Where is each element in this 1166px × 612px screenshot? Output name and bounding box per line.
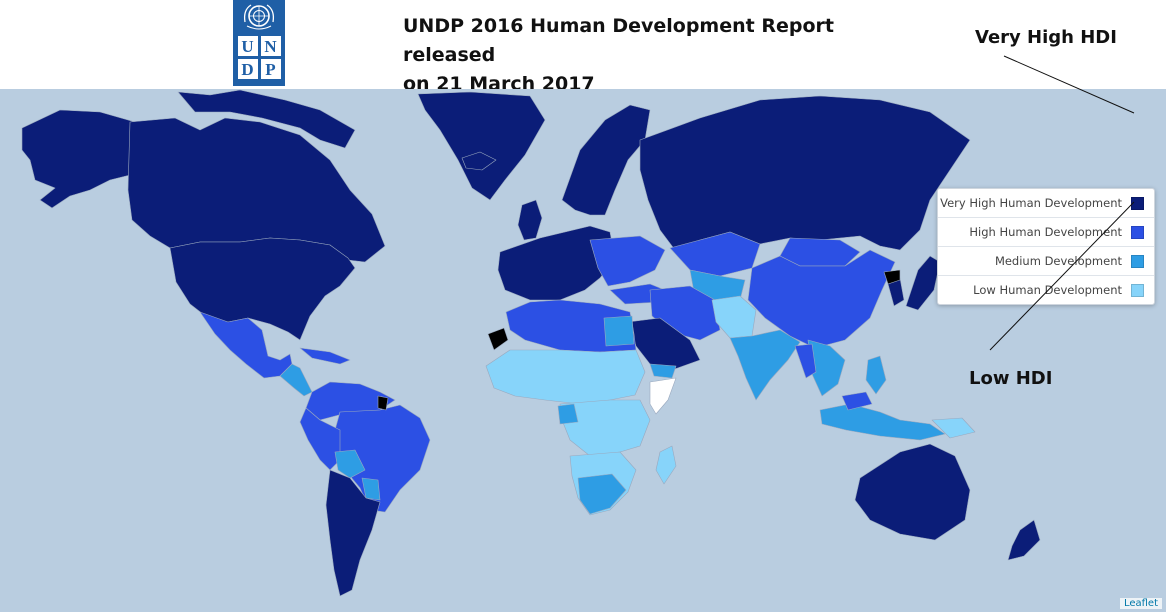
region-india[interactable] bbox=[729, 329, 801, 401]
annotation-very-high-hdi: Very High HDI bbox=[975, 27, 1117, 48]
region-scandinavia[interactable] bbox=[561, 104, 651, 216]
region-china[interactable] bbox=[747, 249, 896, 349]
edge-mark bbox=[0, 10, 2, 62]
region-north-africa[interactable] bbox=[505, 299, 637, 353]
region-papua[interactable] bbox=[931, 417, 976, 439]
legend-swatch bbox=[1131, 283, 1144, 297]
region-australia[interactable] bbox=[854, 443, 971, 541]
legend: Very High Human Development High Human D… bbox=[937, 188, 1155, 305]
region-gabon[interactable] bbox=[557, 403, 579, 425]
region-myanmar[interactable] bbox=[794, 343, 817, 379]
region-western-europe[interactable] bbox=[497, 225, 616, 301]
world-map[interactable]: Very High Human Development High Human D… bbox=[0, 89, 1166, 612]
page-title: UNDP 2016 Human Development Report relea… bbox=[403, 12, 923, 99]
region-greenland[interactable] bbox=[417, 91, 546, 201]
region-alaska[interactable] bbox=[21, 109, 136, 209]
region-afghanistan-pakistan[interactable] bbox=[711, 295, 757, 339]
legend-label: Medium Development bbox=[994, 254, 1122, 268]
legend-label: High Human Development bbox=[969, 225, 1122, 239]
logo-letter-u: U bbox=[237, 36, 258, 56]
logo-letter-n: N bbox=[260, 36, 281, 56]
region-paraguay[interactable] bbox=[361, 477, 381, 501]
legend-item-low[interactable]: Low Human Development bbox=[938, 276, 1154, 304]
region-arctic-islands[interactable] bbox=[177, 89, 356, 149]
region-malaysia[interactable] bbox=[841, 391, 873, 411]
region-madagascar[interactable] bbox=[655, 445, 677, 485]
header: U N D P UNDP 2016 Human Development Repo… bbox=[0, 0, 1166, 95]
annotation-low-hdi: Low HDI bbox=[969, 368, 1053, 389]
legend-label: Very High Human Development bbox=[940, 196, 1122, 210]
legend-swatch bbox=[1131, 225, 1144, 239]
legend-item-medium[interactable]: Medium Development bbox=[938, 247, 1154, 276]
region-japan[interactable] bbox=[905, 255, 941, 311]
region-central-africa[interactable] bbox=[559, 399, 651, 457]
region-russia[interactable] bbox=[639, 95, 971, 251]
legend-label: Low Human Development bbox=[973, 283, 1122, 297]
region-philippines[interactable] bbox=[865, 355, 887, 395]
region-central-america[interactable] bbox=[279, 363, 313, 397]
region-iceland[interactable] bbox=[461, 151, 497, 171]
title-line-1: UNDP 2016 Human Development Report relea… bbox=[403, 15, 834, 66]
legend-swatch bbox=[1131, 196, 1144, 210]
region-chile-argentina[interactable] bbox=[325, 469, 381, 597]
region-canada[interactable] bbox=[127, 117, 386, 263]
region-uk-ireland[interactable] bbox=[517, 199, 543, 241]
legend-item-high[interactable]: High Human Development bbox=[938, 218, 1154, 247]
region-mexico[interactable] bbox=[199, 311, 293, 379]
region-western-sahara[interactable] bbox=[487, 327, 509, 351]
region-yemen[interactable] bbox=[649, 363, 677, 379]
undp-logo: U N D P bbox=[233, 0, 285, 86]
countries-layer[interactable] bbox=[0, 89, 1166, 612]
region-bolivia[interactable] bbox=[334, 449, 366, 479]
region-french-guiana[interactable] bbox=[377, 395, 389, 411]
region-arabia[interactable] bbox=[627, 317, 701, 371]
region-south-africa[interactable] bbox=[577, 473, 627, 515]
region-usa[interactable] bbox=[169, 237, 356, 341]
logo-letter-d: D bbox=[237, 59, 258, 79]
un-emblem-icon bbox=[243, 4, 275, 30]
legend-item-very-high[interactable]: Very High Human Development bbox=[938, 189, 1154, 218]
region-eastern-europe[interactable] bbox=[589, 235, 666, 287]
region-indonesia[interactable] bbox=[819, 403, 946, 441]
region-north-korea[interactable] bbox=[883, 269, 901, 285]
leaflet-attribution-link[interactable]: Leaflet bbox=[1119, 598, 1162, 609]
region-egypt[interactable] bbox=[603, 315, 635, 347]
region-sub-saharan-west[interactable] bbox=[485, 349, 646, 405]
region-somalia[interactable] bbox=[649, 377, 677, 415]
region-new-zealand[interactable] bbox=[1007, 519, 1041, 561]
legend-swatch bbox=[1131, 254, 1144, 268]
region-caribbean[interactable] bbox=[299, 347, 351, 365]
logo-letter-p: P bbox=[260, 59, 281, 79]
